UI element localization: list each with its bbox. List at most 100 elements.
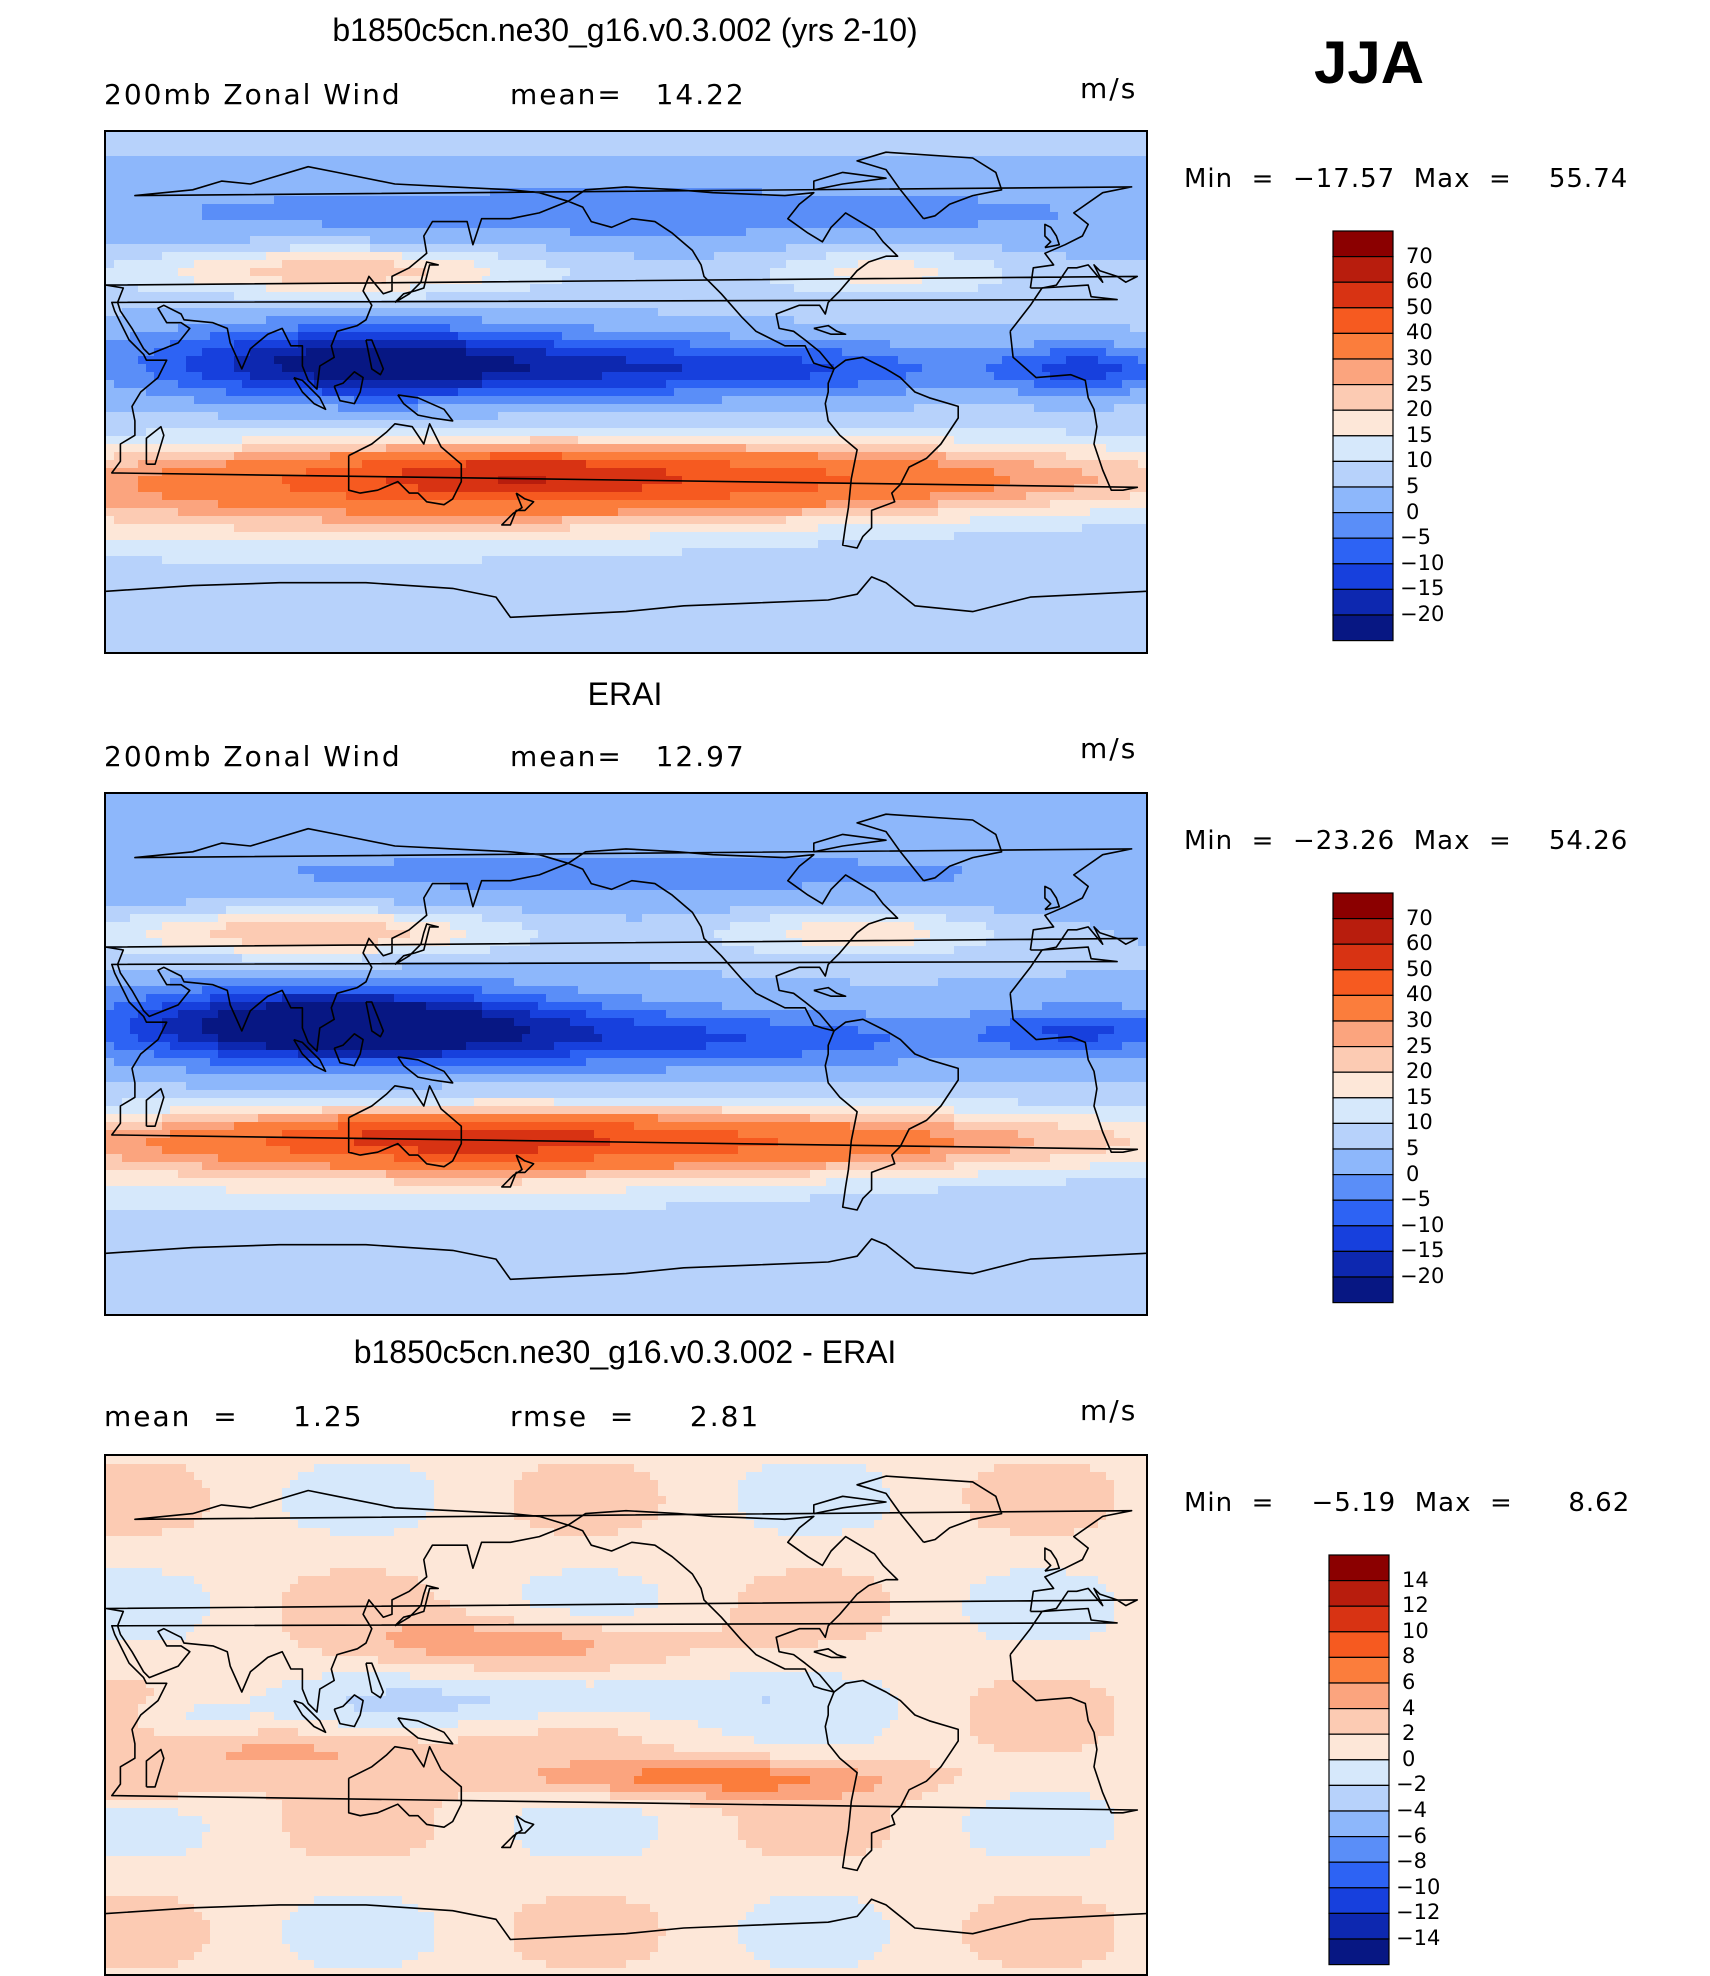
colorbar-swatch (1333, 1149, 1393, 1175)
panel-2-map (104, 792, 1148, 1316)
colorbar-swatch (1333, 1047, 1393, 1073)
colorbar-swatch (1333, 359, 1393, 385)
colorbar-tick-label: 20 (1406, 399, 1433, 420)
colorbar-swatch (1333, 615, 1393, 641)
colorbar-tick-label: −8 (1396, 1851, 1427, 1872)
colorbar-tick-label: 50 (1406, 959, 1433, 980)
colorbar-swatch (1329, 1760, 1389, 1786)
panel-1-title: b1850c5cn.ne30_g16.v0.3.002 (yrs 2-10) (105, 12, 1145, 49)
colorbar-tick-label: −6 (1396, 1826, 1427, 1847)
colorbar-swatch (1333, 487, 1393, 513)
colorbar-tick-label: 25 (1406, 374, 1433, 395)
colorbar-tick-label: −5 (1400, 527, 1431, 548)
colorbar-swatch (1333, 461, 1393, 487)
colorbar-swatch (1333, 919, 1393, 945)
colorbar-tick-label: 40 (1406, 322, 1433, 343)
colorbar-swatch (1329, 1657, 1389, 1683)
colorbar-tick-label: 50 (1406, 297, 1433, 318)
colorbar-tick-label: 12 (1402, 1595, 1429, 1616)
colorbar-tick-label: −20 (1400, 604, 1444, 625)
colorbar-swatch (1329, 1862, 1389, 1888)
panel-3-minmax: Min = −5.19 Max = 8.62 (1184, 1488, 1630, 1518)
colorbar-tick-label: −15 (1400, 1240, 1444, 1261)
season-label: JJA (1314, 28, 1424, 97)
colorbar-tick-label: 20 (1406, 1061, 1433, 1082)
panel-3-title: b1850c5cn.ne30_g16.v0.3.002 - ERAI (105, 1334, 1145, 1371)
field-cells (106, 794, 1146, 1314)
colorbar-tick-label: 4 (1402, 1698, 1415, 1719)
colorbar-tick-label: −10 (1400, 553, 1444, 574)
colorbar-swatch (1333, 257, 1393, 283)
colorbar-swatch (1333, 1175, 1393, 1201)
field-cells (106, 132, 1146, 652)
colorbar-swatch (1333, 1226, 1393, 1252)
colorbar-swatch (1333, 410, 1393, 436)
colorbar-swatch (1329, 1555, 1389, 1581)
colorbar-tick-label: −14 (1396, 1928, 1440, 1949)
colorbar-swatch (1333, 231, 1393, 257)
colorbar-tick-label: 60 (1406, 933, 1433, 954)
panel-2-units: m/s (1080, 732, 1137, 765)
colorbar-swatch (1329, 1837, 1389, 1863)
colorbar-swatch (1333, 538, 1393, 564)
colorbar-swatch (1329, 1785, 1389, 1811)
colorbar-tick-label: −10 (1400, 1215, 1444, 1236)
colorbar-swatch (1333, 1123, 1393, 1149)
panel-2-title: ERAI (105, 676, 1145, 713)
colorbar-swatch (1333, 436, 1393, 462)
colorbar-tick-label: 40 (1406, 984, 1433, 1005)
colorbar-swatch (1329, 1581, 1389, 1607)
colorbar-swatch (1333, 385, 1393, 411)
panel-3-mean-label: mean = 1.25 (104, 1400, 364, 1433)
colorbar-swatch (1333, 1021, 1393, 1047)
colorbar-tick-label: −20 (1400, 1266, 1444, 1287)
colorbar-tick-label: −10 (1396, 1877, 1440, 1898)
panel-1-units: m/s (1080, 72, 1137, 105)
colorbar-swatch (1333, 944, 1393, 970)
colorbar-tick-label: −12 (1396, 1902, 1440, 1923)
colorbar-swatch (1333, 1200, 1393, 1226)
colorbar-tick-label: 0 (1406, 1164, 1419, 1185)
colorbar-swatch (1333, 970, 1393, 996)
colorbar-tick-label: 0 (1406, 502, 1419, 523)
colorbar-swatch (1333, 589, 1393, 615)
colorbar-swatch (1329, 1811, 1389, 1837)
colorbar-tick-label: 8 (1402, 1646, 1415, 1667)
colorbar-tick-label: 5 (1406, 1138, 1419, 1159)
colorbar-tick-label: 70 (1406, 246, 1433, 267)
colorbar-swatch (1329, 1888, 1389, 1914)
panel-1-center-label: mean= 14.22 (510, 78, 746, 111)
panel-3-rmse-label: rmse = 2.81 (510, 1400, 760, 1433)
colorbar-swatch (1333, 282, 1393, 308)
colorbar-tick-label: −15 (1400, 578, 1444, 599)
colorbar-swatch (1329, 1606, 1389, 1632)
colorbar-tick-label: 15 (1406, 1087, 1433, 1108)
panel-2-minmax: Min = −23.26 Max = 54.26 (1184, 826, 1628, 856)
colorbar-tick-label: 5 (1406, 476, 1419, 497)
colorbar-swatch (1333, 513, 1393, 539)
colorbar-swatch (1329, 1632, 1389, 1658)
colorbar-swatch (1329, 1683, 1389, 1709)
colorbar-tick-label: 30 (1406, 1010, 1433, 1031)
colorbar-swatch (1329, 1913, 1389, 1939)
colorbar-swatch (1329, 1709, 1389, 1735)
colorbar-swatch (1333, 1251, 1393, 1277)
colorbar-tick-label: 25 (1406, 1036, 1433, 1057)
colorbar-swatch (1329, 1734, 1389, 1760)
field-cells (106, 1456, 1146, 1974)
panel-2-center-label: mean= 12.97 (510, 740, 746, 773)
colorbar-swatch (1333, 1072, 1393, 1098)
colorbar-tick-label: −5 (1400, 1189, 1431, 1210)
colorbar-swatch (1333, 333, 1393, 359)
colorbar-tick-label: 15 (1406, 425, 1433, 446)
colorbar-tick-label: −4 (1396, 1800, 1427, 1821)
colorbar-tick-label: 2 (1402, 1723, 1415, 1744)
colorbar-tick-label: 60 (1406, 271, 1433, 292)
panel-3-map (104, 1454, 1148, 1976)
colorbar-tick-label: 10 (1402, 1621, 1429, 1642)
colorbar-tick-label: 10 (1406, 450, 1433, 471)
panel-1-minmax: Min = −17.57 Max = 55.74 (1184, 164, 1628, 194)
colorbar-swatch (1333, 308, 1393, 334)
colorbar-swatch (1333, 564, 1393, 590)
colorbar-tick-label: 6 (1402, 1672, 1415, 1693)
